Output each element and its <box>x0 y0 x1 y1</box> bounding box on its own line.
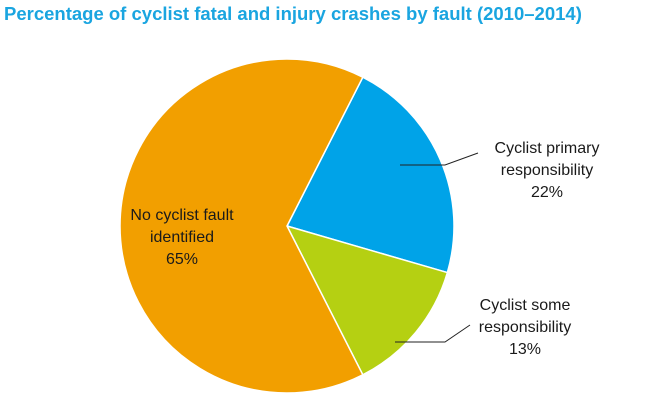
slice-label-1-line-1: Cyclist primary <box>495 140 600 157</box>
pie-slice-2 <box>285 224 449 376</box>
leader-line-2 <box>395 324 471 343</box>
slice-label-2-line-1: Cyclist some <box>480 297 571 314</box>
slice-value-label-1: 22% <box>531 184 563 201</box>
slice-label-1-line-2: responsibility <box>501 162 593 179</box>
chart-title: Percentage of cyclist fatal and injury c… <box>4 3 582 24</box>
slice-label-3-line-2: identified <box>150 229 214 246</box>
pie-slice-1 <box>285 76 455 274</box>
leader-line-1 <box>400 152 479 166</box>
slice-value-label-2: 13% <box>509 341 541 358</box>
slice-label-3-line-1: No cyclist fault <box>130 207 234 224</box>
slice-value-label-3: 65% <box>166 251 198 268</box>
pie-slice-3 <box>119 58 364 394</box>
slice-label-2-line-2: responsibility <box>479 319 571 336</box>
